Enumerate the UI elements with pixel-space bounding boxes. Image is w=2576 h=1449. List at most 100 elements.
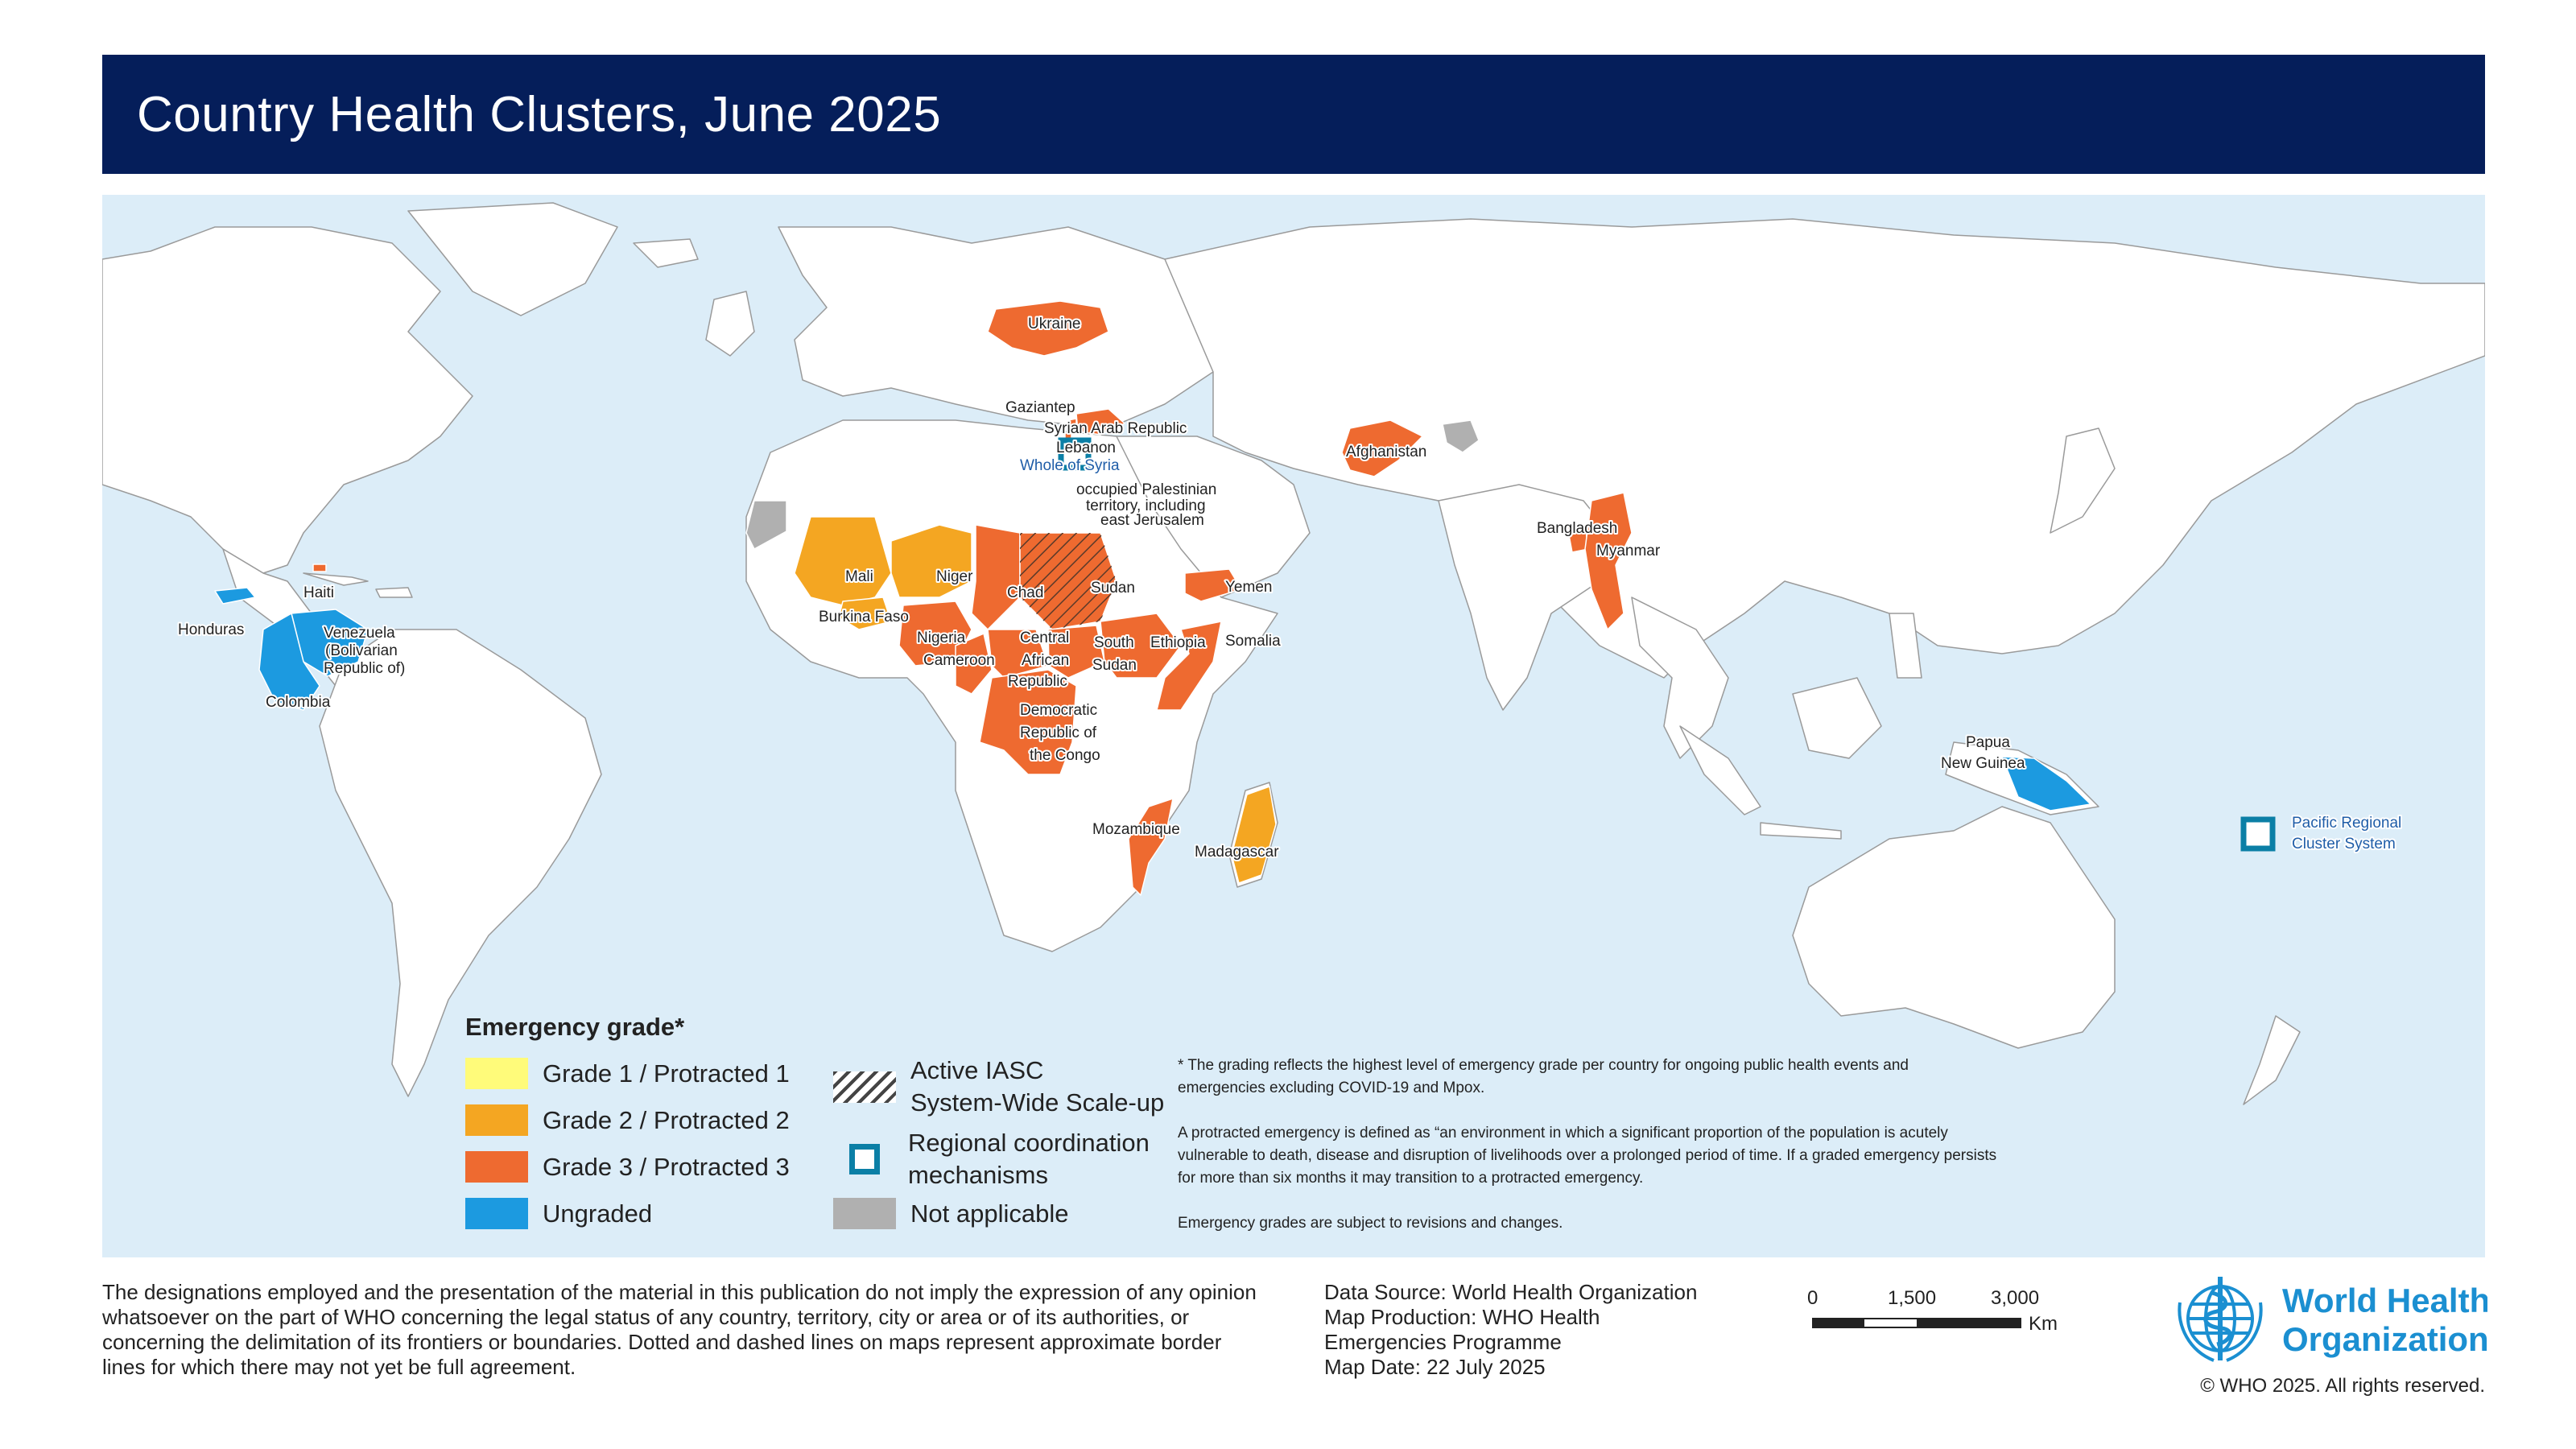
caribbean <box>303 572 369 586</box>
country-drc <box>979 669 1077 775</box>
label-pacific-2: Cluster System <box>2292 836 2396 852</box>
label-drc-3: the Congo <box>1030 747 1100 764</box>
regional-label-2: mechanisms <box>908 1161 1048 1189</box>
australia <box>1792 806 2116 1049</box>
iceland <box>633 238 699 268</box>
legend-title: Emergency grade* <box>465 1013 685 1041</box>
grade3-label: Grade 3 / Protracted 3 <box>543 1152 790 1181</box>
country-burkina-faso <box>838 597 892 630</box>
label-pacific-1: Pacific Regional <box>2292 815 2401 832</box>
note-revisions: Emergency grades are subject to revision… <box>1178 1215 1563 1232</box>
label-colombia: Colombia <box>266 694 331 711</box>
label-drc-1: Democratic <box>1020 702 1097 719</box>
label-car-3: Republic <box>1008 673 1067 690</box>
grade2-swatch <box>465 1104 528 1136</box>
label-haiti: Haiti <box>303 584 334 601</box>
label-car-2: African <box>1022 652 1069 669</box>
ungraded-label: Ungraded <box>543 1199 653 1228</box>
label-syria: Syrian Arab Republic <box>1044 420 1187 437</box>
java <box>1760 822 1842 840</box>
iasc-label-1: Active IASC <box>910 1056 1044 1084</box>
map-production-2: Emergencies Programme <box>1324 1330 1562 1354</box>
sumatra <box>1679 725 1761 815</box>
label-somalia: Somalia <box>1225 633 1281 650</box>
country-labels: Ukraine Gaziantep Syrian Arab Republic L… <box>176 314 2403 862</box>
legend: Emergency grade* Grade 1 / Protracted 1 … <box>465 1013 1190 1254</box>
label-yemen: Yemen <box>1225 579 1272 596</box>
scale-tick-3000: 3,000 <box>1991 1287 2039 1309</box>
legend-grade2: Grade 2 / Protracted 2 <box>465 1104 790 1136</box>
regional-box-swatch <box>849 1144 880 1174</box>
note-protracted: A protracted emergency is defined as “an… <box>1178 1125 1997 1187</box>
country-madagascar <box>1231 786 1277 884</box>
highlighted-countries <box>214 300 2091 896</box>
label-south-sudan-2: Sudan <box>1092 657 1137 674</box>
label-opt-1: occupied Palestinian <box>1076 481 1216 498</box>
country-honduras <box>214 587 256 605</box>
copyright: © WHO 2025. All rights reserved. <box>2200 1375 2485 1397</box>
label-venezuela-2: (Bolivarian <box>325 642 398 659</box>
philippines <box>1889 613 1922 679</box>
label-sudan: Sudan <box>1091 580 1135 597</box>
data-source: Data Source: World Health Organization <box>1324 1280 1698 1304</box>
hispaniola <box>375 587 413 598</box>
logo-line-1: World Health <box>2282 1282 2487 1319</box>
country-mali <box>794 516 892 606</box>
pacific-regional-marker <box>2240 816 2276 852</box>
label-ukraine: Ukraine <box>1028 316 1080 332</box>
whole-of-syria-marker <box>1058 437 1092 471</box>
borneo <box>1792 677 1882 759</box>
regional-label-1: Regional coordination <box>908 1129 1150 1157</box>
data-source-block: Data Source: World Health Organization M… <box>1324 1280 1743 1380</box>
country-colombia <box>258 613 320 711</box>
label-opt-2: territory, including <box>1086 497 1206 514</box>
who-emblem: World Health Organization <box>2178 1277 2490 1362</box>
scale-unit: Km <box>2029 1313 2058 1335</box>
grade2-label: Grade 2 / Protracted 2 <box>543 1105 790 1134</box>
label-venezuela-3: Republic of) <box>324 660 405 677</box>
country-car <box>987 629 1049 679</box>
legend-iasc: Active IASC System-Wide Scale-up <box>833 1055 1164 1119</box>
who-logo: World Health Organization <box>2174 1270 2490 1367</box>
note-grading: * The grading reflects the highest level… <box>1178 1057 1909 1096</box>
scale-tick-1500: 1,500 <box>1888 1287 1936 1309</box>
legend-ungraded: Ungraded <box>465 1198 652 1229</box>
label-mozambique: Mozambique <box>1092 821 1180 838</box>
label-myanmar: Myanmar <box>1596 543 1661 559</box>
label-burkina-faso: Burkina Faso <box>819 609 909 625</box>
iasc-scale-up-sudan <box>1020 533 1117 630</box>
scale-tick-0: 0 <box>1807 1287 1818 1309</box>
label-niger: Niger <box>936 568 973 585</box>
british-isles <box>705 291 755 357</box>
region-western-sahara <box>745 500 787 550</box>
map-title: Country Health Clusters, June 2025 <box>137 86 942 142</box>
grade1-swatch <box>465 1058 528 1089</box>
label-cameroon: Cameroon <box>923 652 995 669</box>
iasc-label-2: System-Wide Scale-up <box>910 1088 1165 1117</box>
legend-grade3: Grade 3 / Protracted 3 <box>465 1151 790 1183</box>
country-lebanon <box>1067 418 1077 431</box>
country-png <box>2001 756 2091 811</box>
label-madagascar: Madagascar <box>1195 844 1279 861</box>
country-myanmar <box>1584 492 1633 630</box>
country-haiti <box>312 564 327 572</box>
not-applicable-swatch <box>833 1198 896 1229</box>
south-america <box>319 629 602 1097</box>
country-niger <box>890 524 972 598</box>
country-ethiopia <box>1100 613 1182 679</box>
legend-not-applicable: Not applicable <box>833 1198 1068 1229</box>
label-png-2: New Guinea <box>1941 755 2025 772</box>
legend-grade1: Grade 1 / Protracted 1 <box>465 1058 790 1089</box>
label-south-sudan-1: South <box>1094 634 1134 651</box>
label-ethiopia: Ethiopia <box>1150 634 1206 651</box>
label-whole-of-syria: Whole of Syria <box>1020 457 1120 474</box>
label-car-1: Central <box>1020 630 1069 646</box>
label-bangladesh: Bangladesh <box>1537 520 1617 537</box>
label-honduras: Honduras <box>178 621 244 638</box>
new-zealand <box>2243 1015 2301 1105</box>
japan <box>2050 427 2116 534</box>
map-date: Map Date: 22 July 2025 <box>1324 1355 1546 1379</box>
disclaimer: The designations employed and the presen… <box>102 1280 1257 1379</box>
coordination-markers <box>1058 437 2276 852</box>
logo-line-2: Organization <box>2282 1320 2487 1358</box>
